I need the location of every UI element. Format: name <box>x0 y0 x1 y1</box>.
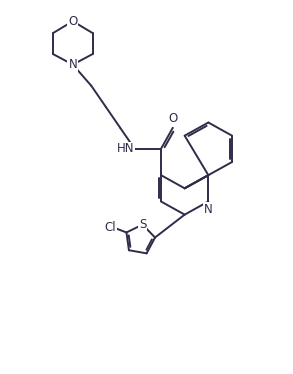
Text: N: N <box>69 58 77 71</box>
Text: HN: HN <box>117 142 135 155</box>
Text: Cl: Cl <box>104 221 115 234</box>
Text: N: N <box>204 203 213 216</box>
Text: O: O <box>68 15 77 28</box>
Text: S: S <box>139 218 146 231</box>
Text: O: O <box>168 112 178 125</box>
